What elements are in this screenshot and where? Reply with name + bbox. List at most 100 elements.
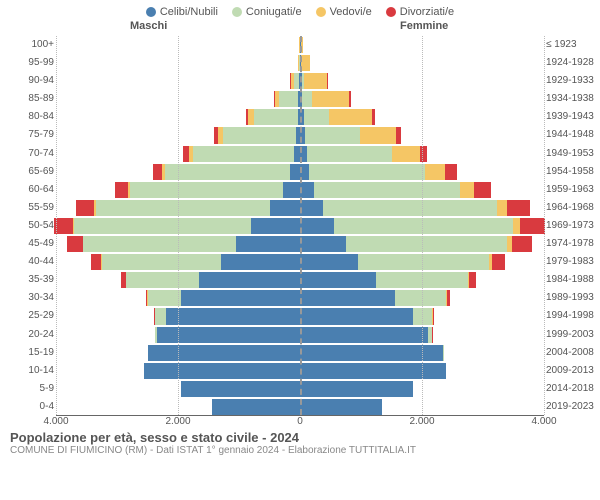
x-tick-label: 2.000 bbox=[409, 416, 434, 427]
bar-female bbox=[300, 363, 446, 379]
segment-celibi bbox=[300, 381, 413, 397]
bar-male bbox=[121, 272, 300, 288]
gridline bbox=[56, 36, 57, 415]
segment-vedovi bbox=[360, 127, 397, 143]
bar-male bbox=[144, 363, 300, 379]
bar-male bbox=[76, 200, 300, 216]
segment-divorziati bbox=[372, 109, 375, 125]
segment-divorziati bbox=[474, 182, 491, 198]
segment-coniugati bbox=[305, 127, 360, 143]
segment-vedovi bbox=[304, 73, 327, 89]
chart-footer: Popolazione per età, sesso e stato civil… bbox=[0, 426, 600, 456]
segment-coniugati bbox=[126, 272, 199, 288]
segment-divorziati bbox=[396, 127, 401, 143]
bar-female bbox=[300, 254, 505, 270]
segment-divorziati bbox=[349, 91, 351, 107]
segment-celibi bbox=[300, 290, 395, 306]
birth-year-labels: ≤ 19231924-19281929-19331934-19381939-19… bbox=[546, 36, 596, 416]
legend-item: Vedovi/e bbox=[316, 6, 372, 18]
bar-female bbox=[300, 164, 457, 180]
bar-female bbox=[300, 327, 433, 343]
bar-male bbox=[115, 182, 300, 198]
segment-coniugati bbox=[223, 127, 296, 143]
segment-celibi bbox=[212, 399, 300, 415]
segment-divorziati bbox=[54, 218, 73, 234]
x-tick-label: 2.000 bbox=[165, 416, 190, 427]
segment-coniugati bbox=[193, 146, 294, 162]
segment-vedovi bbox=[312, 91, 350, 107]
segment-coniugati bbox=[279, 91, 299, 107]
x-tick-label: 0 bbox=[297, 416, 303, 427]
segment-vedovi bbox=[392, 146, 419, 162]
bar-male bbox=[212, 399, 300, 415]
bar-male bbox=[181, 381, 300, 397]
bar-female bbox=[300, 73, 328, 89]
segment-coniugati bbox=[74, 218, 251, 234]
bar-male bbox=[154, 308, 300, 324]
segment-coniugati bbox=[148, 290, 182, 306]
segment-celibi bbox=[236, 236, 300, 252]
segment-divorziati bbox=[512, 236, 532, 252]
segment-coniugati bbox=[307, 146, 392, 162]
legend-swatch bbox=[146, 7, 156, 17]
segment-celibi bbox=[166, 308, 300, 324]
bar-male bbox=[246, 109, 300, 125]
segment-celibi bbox=[181, 381, 300, 397]
pyramid-chart: Fasce di età Anni di nascita 100+95-9990… bbox=[0, 36, 600, 426]
segment-celibi bbox=[300, 236, 346, 252]
segment-divorziati bbox=[433, 308, 434, 324]
segment-vedovi bbox=[425, 164, 445, 180]
segment-celibi bbox=[283, 182, 300, 198]
segment-celibi bbox=[300, 200, 323, 216]
segment-coniugati bbox=[323, 200, 497, 216]
segment-celibi bbox=[148, 345, 301, 361]
bar-female bbox=[300, 290, 450, 306]
segment-coniugati bbox=[395, 290, 447, 306]
bar-female bbox=[300, 182, 491, 198]
segment-divorziati bbox=[115, 182, 128, 198]
segment-coniugati bbox=[314, 182, 460, 198]
center-line bbox=[300, 36, 302, 415]
x-tick-label: 4.000 bbox=[43, 416, 68, 427]
age-band-labels: 100+95-9990-9485-8980-8475-7970-7465-696… bbox=[4, 36, 54, 416]
bar-female bbox=[300, 381, 413, 397]
legend-label: Coniugati/e bbox=[246, 6, 302, 18]
bar-male bbox=[183, 146, 300, 162]
legend-label: Vedovi/e bbox=[330, 6, 372, 18]
segment-celibi bbox=[144, 363, 300, 379]
segment-coniugati bbox=[346, 236, 508, 252]
bar-female bbox=[300, 91, 351, 107]
chart-subtitle: COMUNE DI FIUMICINO (RM) - Dati ISTAT 1°… bbox=[10, 445, 590, 456]
legend-item: Divorziati/e bbox=[386, 6, 454, 18]
legend-label: Celibi/Nubili bbox=[160, 6, 218, 18]
segment-coniugati bbox=[165, 164, 290, 180]
segment-vedovi bbox=[497, 200, 507, 216]
segment-celibi bbox=[290, 164, 300, 180]
gridline bbox=[422, 36, 423, 415]
segment-celibi bbox=[300, 182, 314, 198]
segment-vedovi bbox=[513, 218, 520, 234]
segment-divorziati bbox=[507, 200, 530, 216]
x-axis: 4.0002.00002.0004.000 bbox=[56, 416, 544, 430]
bar-male bbox=[274, 91, 300, 107]
legend-swatch bbox=[316, 7, 326, 17]
legend: Celibi/Nubili Coniugati/e Vedovi/e Divorzia… bbox=[0, 0, 600, 20]
legend-item: Coniugati/e bbox=[232, 6, 302, 18]
segment-coniugati bbox=[130, 182, 282, 198]
bar-male bbox=[67, 236, 300, 252]
segment-celibi bbox=[300, 218, 334, 234]
segment-celibi bbox=[270, 200, 300, 216]
legend-item: Celibi/Nubili bbox=[146, 6, 218, 18]
segment-coniugati bbox=[358, 254, 489, 270]
bar-male bbox=[91, 254, 300, 270]
header-female: Femmine bbox=[400, 20, 448, 32]
segment-divorziati bbox=[91, 254, 101, 270]
segment-coniugati bbox=[304, 109, 330, 125]
x-tick-label: 4.000 bbox=[531, 416, 556, 427]
segment-coniugati bbox=[309, 164, 425, 180]
plot-area bbox=[56, 36, 544, 416]
segment-divorziati bbox=[492, 254, 505, 270]
bar-male bbox=[148, 345, 301, 361]
segment-celibi bbox=[300, 308, 413, 324]
bar-male bbox=[153, 164, 300, 180]
